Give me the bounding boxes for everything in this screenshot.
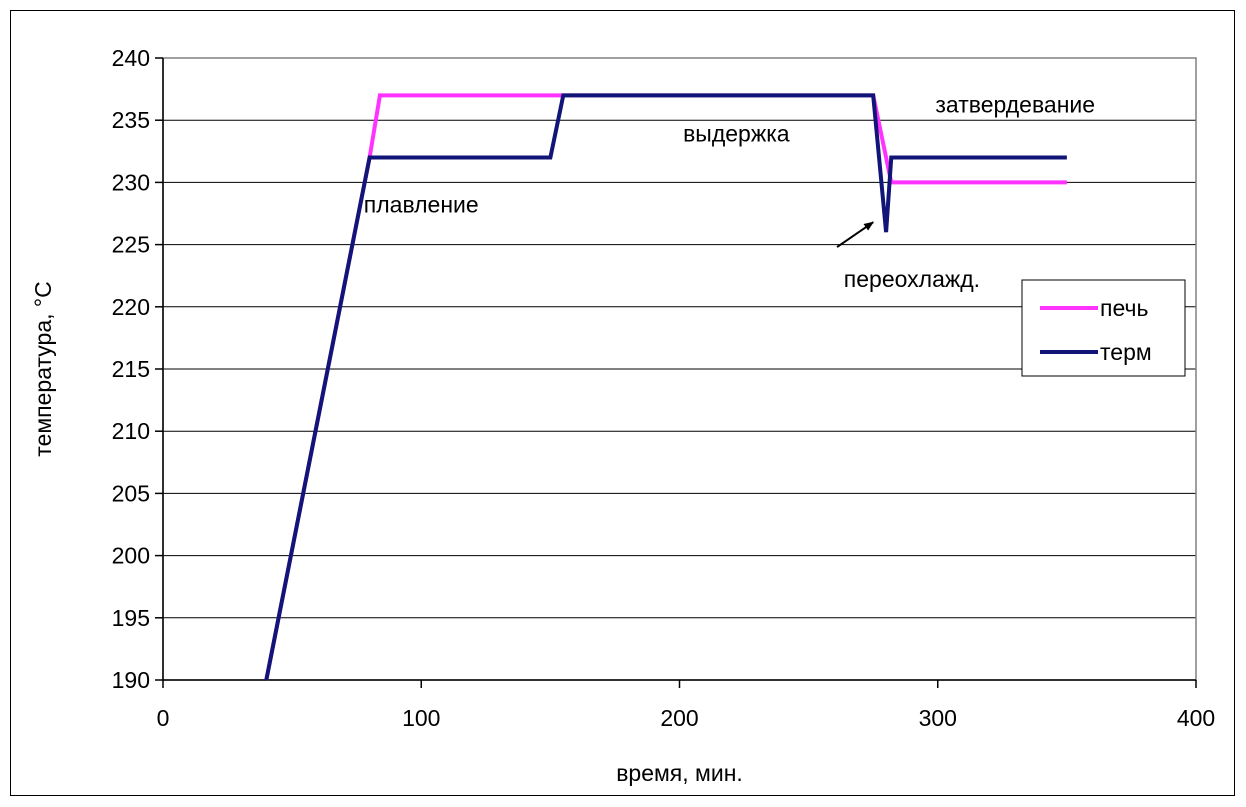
axes (155, 57, 1197, 688)
annotation-label: переохлажд. (844, 266, 980, 292)
x-tick-label: 100 (402, 705, 440, 731)
x-tick-label: 200 (660, 705, 698, 731)
y-tick-label: 220 (112, 294, 150, 320)
series-line-term (264, 93, 1067, 681)
annotation-arrow (836, 221, 875, 248)
y-tick-label: 195 (112, 605, 150, 631)
y-tick-label: 225 (112, 232, 150, 258)
legend-label: терм (1100, 339, 1152, 365)
legend-label: печь (1100, 295, 1148, 321)
chart-frame (10, 10, 1235, 796)
y-tick-label: 215 (112, 356, 150, 382)
y-tick-label: 230 (112, 169, 150, 195)
y-tick-label: 240 (112, 45, 150, 71)
y-axis-title: температура, °C (30, 281, 56, 456)
y-tick-label: 190 (112, 667, 150, 693)
legend: печь терм (1021, 279, 1186, 377)
annotation-label: затвердевание (935, 92, 1095, 118)
y-tick-label: 205 (112, 480, 150, 506)
tick-labels: 190 195 200 205 210 215 220 225 230 235 240 0 100 200… (112, 45, 1216, 731)
annotation-label: выдержка (683, 120, 790, 146)
y-tick-label: 200 (112, 543, 150, 569)
x-tick-label: 0 (157, 705, 170, 731)
x-axis-title: время, мин. (616, 760, 743, 786)
y-tick-label: 210 (112, 418, 150, 444)
legend-box (1021, 279, 1186, 377)
y-tick-label: 235 (112, 107, 150, 133)
series (264, 93, 1067, 681)
series-line-pech (264, 93, 1067, 681)
annotations: плавление выдержка затвердевание переохлажд… (364, 92, 1095, 292)
annotation-label: плавление (364, 191, 479, 217)
x-tick-label: 400 (1177, 705, 1215, 731)
x-tick-label: 300 (919, 705, 957, 731)
